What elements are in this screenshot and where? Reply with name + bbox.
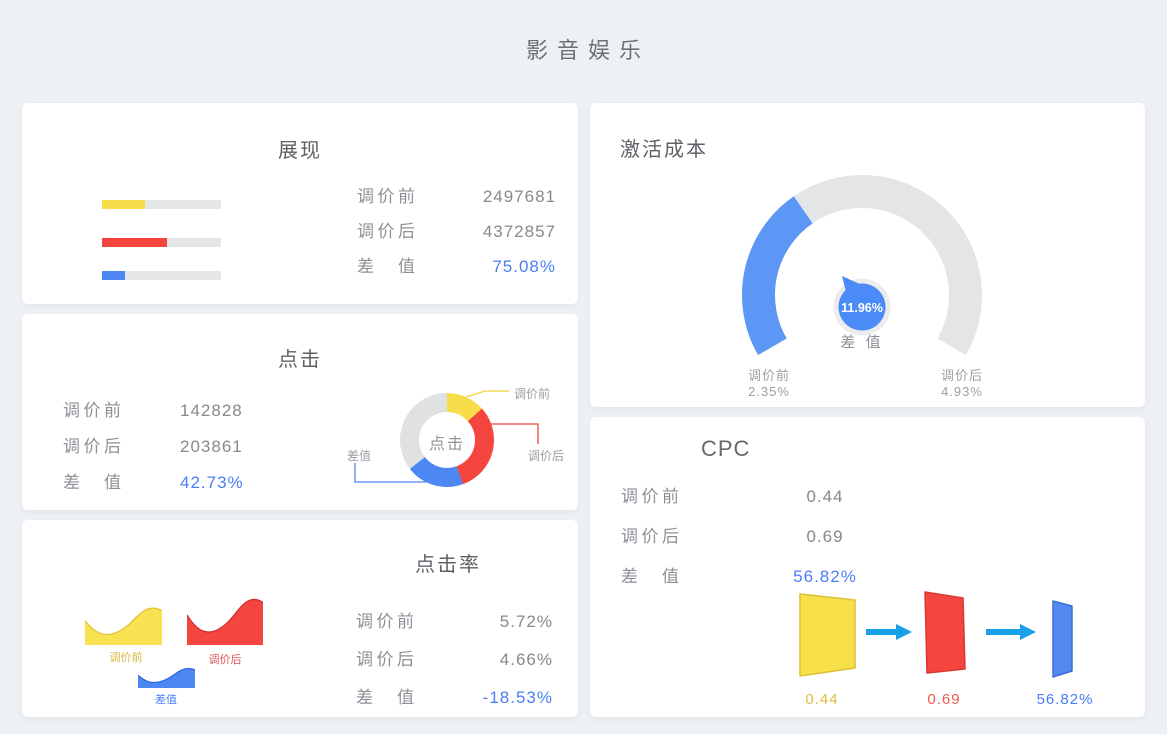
card-activation: 激活成本 11.96% 差 值 调价前 2.35% 调价后 4.93%: [590, 103, 1145, 407]
stat-value: 203861: [180, 437, 243, 456]
donut-callout-before: 调价前: [514, 387, 551, 401]
stat-row: 调价后 4372857: [357, 222, 556, 242]
bar-before-fill: [102, 200, 145, 209]
stat-label: 调价前: [356, 612, 414, 631]
clicks-stats: 调价前 142828 调价后 203861 差 值 42.73%: [63, 401, 303, 493]
stat-row: 差 值 -18.53%: [356, 688, 553, 708]
arrow-head-1: [896, 624, 912, 640]
gauge-right-label: 调价后: [940, 368, 983, 383]
stat-label: 差 值: [357, 257, 415, 276]
stat-value: 4.66%: [499, 650, 553, 669]
stat-row: 调价前 2497681: [357, 187, 556, 207]
stat-value: 142828: [180, 401, 243, 420]
activation-title: 激活成本: [620, 139, 708, 161]
ctr-area-chart-diff[interactable]: [138, 668, 195, 688]
stat-value: 5.72%: [499, 612, 553, 631]
stat-row: 差 值 42.73%: [63, 473, 303, 493]
funnel-shape-after[interactable]: [924, 591, 966, 674]
gauge-value-arc[interactable]: [742, 196, 813, 356]
stat-label: 调价后: [356, 650, 414, 669]
donut-callout-after: 调价后: [528, 449, 565, 463]
ctr-mini-label-diff: 差值: [155, 694, 177, 706]
cpc-stats: 调价前 0.44 调价后 0.69 差 值 56.82%: [621, 487, 941, 587]
cpc-title: CPC: [701, 436, 751, 461]
stat-row: 调价后 0.69: [621, 527, 941, 547]
stat-value-diff: 75.08%: [492, 257, 556, 276]
cpc-funnel-chart: [799, 591, 1073, 678]
ctr-area-chart-after[interactable]: [187, 598, 263, 645]
clicks-donut-chart: [399, 392, 495, 488]
stat-label: 差 值: [621, 567, 679, 586]
stat-value: 0.44: [806, 487, 844, 506]
ctr-mini-label-before: 调价前: [109, 652, 143, 664]
gauge-left-label: 调价前: [747, 368, 790, 383]
card-cpc: CPC 调价前 0.44 调价后 0.69 差 值 56.82% 0.44 0.…: [590, 417, 1145, 717]
callout-line-before: [465, 390, 509, 398]
stat-row: 差 值 56.82%: [621, 567, 941, 587]
ctr-area-chart-before[interactable]: [85, 607, 162, 645]
stat-label: 调价前: [621, 487, 679, 506]
ctr-stats: 调价前 5.72% 调价后 4.66% 差 值 -18.53%: [356, 612, 553, 708]
donut-callout-lines: [354, 390, 539, 483]
card-ctr: 点击率 调价前 调价后 差值 调价前 5.72% 调价后 4.66% 差 值 -…: [22, 520, 578, 717]
stat-label: 差 值: [356, 688, 414, 707]
stat-label: 调价前: [63, 401, 121, 420]
activation-gauge-chart: 11.96%: [742, 175, 982, 356]
stat-value-diff: 56.82%: [793, 567, 857, 586]
stat-label: 调价前: [357, 187, 415, 206]
bar-after[interactable]: [102, 238, 221, 247]
funnel-label-diff: 56.82%: [1036, 691, 1094, 708]
stat-row: 调价前 5.72%: [356, 612, 553, 632]
stat-value-diff: -18.53%: [482, 688, 553, 707]
card-impressions: 展现 调价前 2497681 调价后 4372857 差 值 75.08%: [22, 103, 578, 304]
gauge-right-value: 4.93%: [941, 384, 983, 399]
gauge-badge-value: 11.96%: [841, 301, 883, 315]
stat-row: 调价前 0.44: [621, 487, 941, 507]
stat-value-diff: 42.73%: [180, 473, 244, 492]
stat-label: 差 值: [63, 473, 121, 492]
page-title: 影音娱乐: [525, 38, 650, 63]
bar-before[interactable]: [102, 200, 221, 209]
impressions-stats: 调价前 2497681 调价后 4372857 差 值 75.08%: [357, 187, 556, 277]
donut-segment-diff[interactable]: [399, 392, 495, 488]
donut-callout-diff: 差值: [346, 449, 371, 463]
gauge-badge-caption: 差 值: [840, 334, 884, 351]
funnel-label-after: 0.69: [927, 691, 961, 708]
stat-row: 调价后 4.66%: [356, 650, 553, 670]
bar-diff[interactable]: [102, 271, 221, 280]
stat-row: 差 值 75.08%: [357, 257, 556, 277]
stat-value: 2497681: [482, 187, 556, 206]
bar-diff-fill: [102, 271, 125, 280]
impressions-title: 展现: [278, 140, 322, 162]
callout-line-after: [491, 423, 539, 444]
ctr-mini-label-after: 调价后: [208, 654, 242, 666]
callout-line-diff: [354, 463, 426, 483]
clicks-title: 点击: [278, 349, 322, 371]
gauge-left-value: 2.35%: [748, 384, 790, 399]
stat-label: 调价后: [63, 437, 121, 456]
card-clicks: 点击 调价前 142828 调价后 203861 差 值 42.73% 点击 调…: [22, 314, 578, 510]
stat-row: 调价后 203861: [63, 437, 303, 457]
gauge-badge[interactable]: [838, 283, 886, 331]
stat-value: 0.69: [806, 527, 844, 546]
donut-center-label: 点击: [428, 436, 465, 453]
stat-value: 4372857: [482, 222, 556, 241]
bar-after-fill: [102, 238, 167, 247]
funnel-shape-before[interactable]: [799, 593, 856, 677]
funnel-shape-diff[interactable]: [1052, 600, 1073, 678]
gauge-track-arc[interactable]: [793, 175, 982, 356]
donut-segment-before[interactable]: [400, 393, 494, 487]
arrow-head-2: [1020, 624, 1036, 640]
ctr-title: 点击率: [415, 554, 481, 576]
funnel-label-before: 0.44: [805, 691, 839, 708]
stat-label: 调价后: [621, 527, 679, 546]
stat-row: 调价前 142828: [63, 401, 303, 421]
stat-label: 调价后: [357, 222, 415, 241]
